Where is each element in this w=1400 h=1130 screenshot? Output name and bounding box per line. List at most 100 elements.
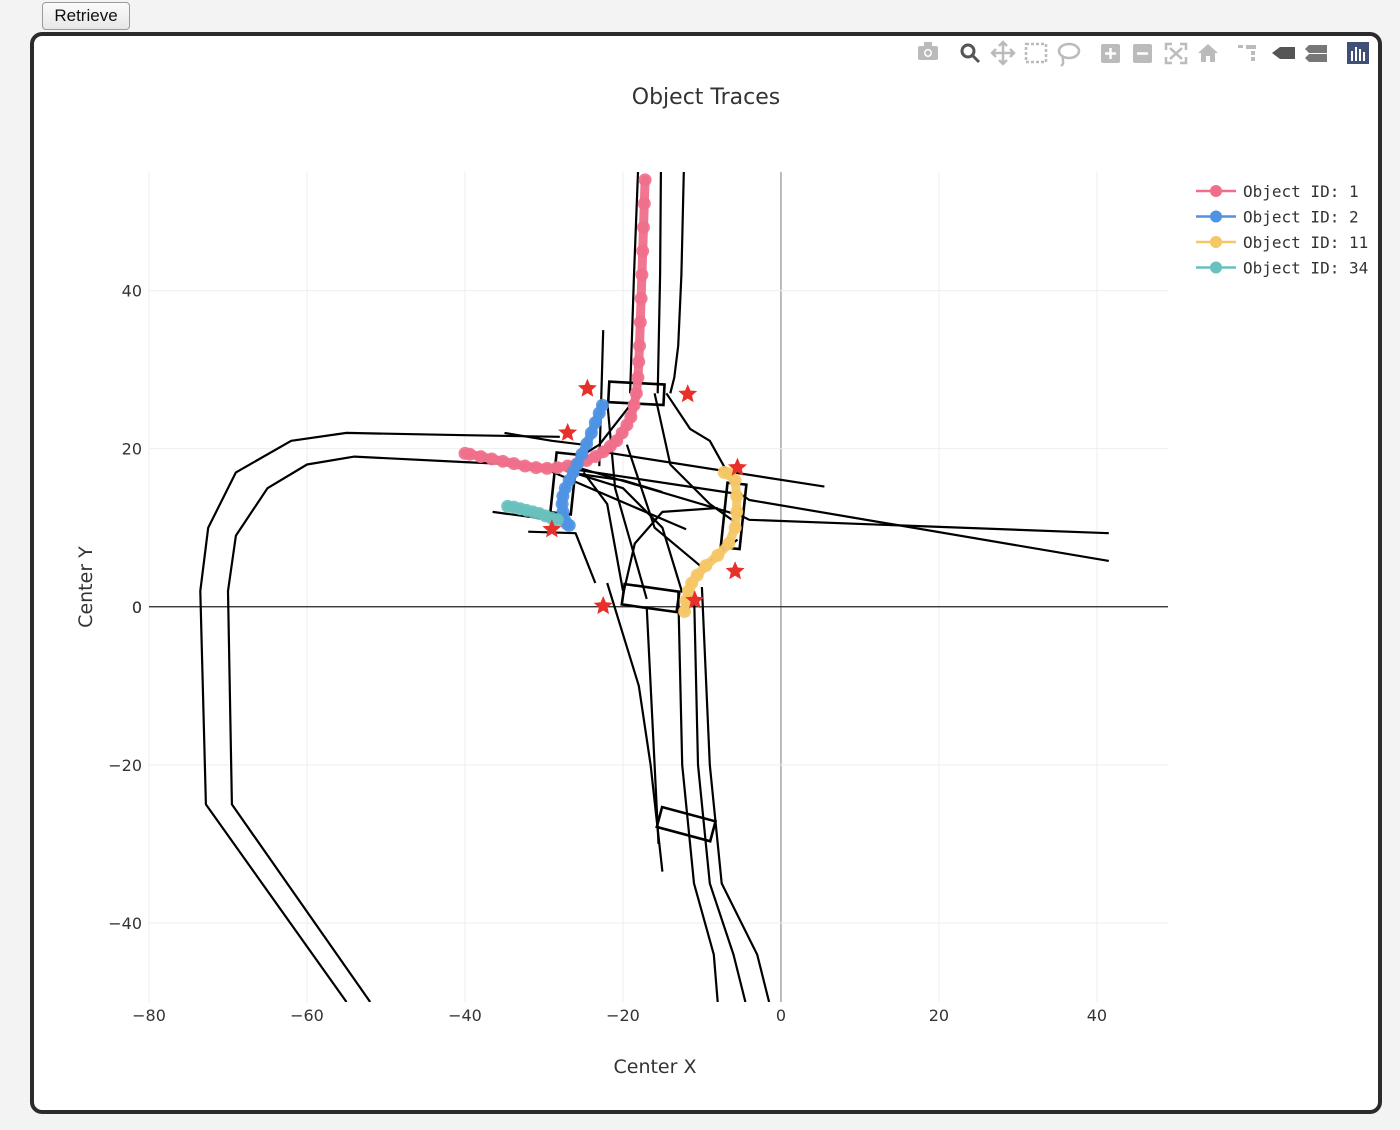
modebar <box>918 40 1369 67</box>
trace-point[interactable] <box>678 605 692 619</box>
legend-item[interactable]: Object ID: 1 <box>1196 182 1359 201</box>
trace-point[interactable] <box>580 437 594 451</box>
legend-label: Object ID: 2 <box>1243 208 1359 227</box>
trace-point[interactable] <box>627 398 641 412</box>
star-marker[interactable] <box>542 519 562 538</box>
star-marker[interactable] <box>678 384 698 403</box>
trace-point[interactable] <box>629 386 643 400</box>
trace-point[interactable] <box>636 220 650 234</box>
legend-swatch-marker <box>1210 185 1222 197</box>
map-lane-line <box>665 392 731 477</box>
map-lane-line <box>629 172 640 394</box>
trace-point[interactable] <box>730 505 744 519</box>
plotly-logo-icon[interactable] <box>1347 42 1369 64</box>
legend-label: Object ID: 1 <box>1243 182 1359 201</box>
trace-point[interactable] <box>474 450 488 464</box>
trace-point[interactable] <box>562 518 576 532</box>
trace-point[interactable] <box>637 197 651 211</box>
spike-lines-icon[interactable] <box>1238 45 1256 61</box>
trace-point[interactable] <box>728 521 742 535</box>
hover-compare-icon[interactable] <box>1305 45 1327 62</box>
map-lane-line <box>700 586 771 1002</box>
x-tick-label: 40 <box>1087 1006 1107 1025</box>
map-lane-line <box>621 506 718 596</box>
chart-title: Object Traces <box>632 85 780 110</box>
legend-swatch-marker <box>1210 236 1222 248</box>
reset-axes-icon[interactable] <box>1198 44 1218 62</box>
legend-label: Object ID: 34 <box>1243 259 1368 278</box>
lasso-select-icon[interactable] <box>1057 42 1081 67</box>
map-lane-line <box>528 530 597 584</box>
trace-point[interactable] <box>485 452 499 466</box>
map-crosswalk-box <box>655 805 718 843</box>
trace-point[interactable] <box>722 537 736 551</box>
legend-label: Object ID: 11 <box>1243 233 1368 252</box>
map-lane-line <box>606 582 664 872</box>
trace-line <box>460 175 650 473</box>
trace-point[interactable] <box>635 268 649 282</box>
map-lane-line <box>607 451 825 488</box>
legend-swatch-marker <box>1210 261 1222 274</box>
map-lane-line <box>504 431 584 446</box>
trace-point[interactable] <box>540 461 554 475</box>
trace-point[interactable] <box>529 461 543 475</box>
zoom-icon[interactable] <box>960 43 981 64</box>
trace-point[interactable] <box>550 461 564 475</box>
trace-point[interactable] <box>633 339 647 353</box>
y-tick-label: 40 <box>122 282 142 301</box>
trace-point[interactable] <box>728 473 742 487</box>
camera-icon[interactable] <box>918 42 938 60</box>
plot-container: Object Traces −80 −60 −40 −20 0 20 40 −40 −20 0 20… <box>30 32 1382 1114</box>
hover-closest-icon[interactable] <box>1272 47 1295 59</box>
trace-point[interactable] <box>458 446 472 460</box>
trace-point[interactable] <box>588 416 602 430</box>
retrieve-button[interactable]: Retrieve <box>42 2 130 30</box>
trace-point[interactable] <box>633 315 647 329</box>
star-marker[interactable] <box>728 457 747 476</box>
legend-item[interactable]: Object ID: 34 <box>1196 259 1368 278</box>
trace-point[interactable] <box>575 447 589 461</box>
star-marker-layer <box>542 378 747 615</box>
grid-layer <box>148 172 1168 1002</box>
star-marker[interactable] <box>685 590 705 609</box>
trace-point[interactable] <box>730 489 744 503</box>
star-marker[interactable] <box>593 596 613 615</box>
x-tick-label: −60 <box>290 1006 324 1025</box>
trace-point[interactable] <box>636 244 650 258</box>
trace-point[interactable] <box>631 371 645 385</box>
zoom-in-icon[interactable] <box>1101 44 1120 63</box>
x-axis-title: Center X <box>613 1056 696 1078</box>
map-lane-line <box>226 396 638 1002</box>
trace-point[interactable] <box>711 548 725 562</box>
trace-point[interactable] <box>518 459 532 473</box>
map-lane-line <box>567 463 1109 535</box>
star-marker[interactable] <box>558 422 578 441</box>
map-lane-line <box>669 172 685 394</box>
legend-item[interactable]: Object ID: 2 <box>1196 208 1359 227</box>
map-crosswalk-box <box>620 582 681 614</box>
y-tick-label: 0 <box>132 598 142 617</box>
trace-object-4[interactable] <box>501 499 564 527</box>
x-tick-label: 20 <box>929 1006 949 1025</box>
pan-icon[interactable] <box>990 40 1016 66</box>
legend-item[interactable]: Object ID: 11 <box>1196 233 1368 252</box>
trace-object-3[interactable] <box>678 465 744 619</box>
trace-point[interactable] <box>632 355 646 369</box>
trace-point[interactable] <box>634 291 648 305</box>
trace-point[interactable] <box>584 426 598 440</box>
trace-layer <box>458 173 744 619</box>
map-lane-line <box>567 471 663 494</box>
plot-area[interactable]: Object Traces −80 −60 −40 −20 0 20 40 −40 −20 0 20… <box>30 32 1382 1114</box>
trace-point[interactable] <box>507 457 521 471</box>
trace-point[interactable] <box>496 454 510 468</box>
star-marker[interactable] <box>577 378 597 397</box>
trace-point[interactable] <box>638 173 652 187</box>
autoscale-icon[interactable] <box>1164 42 1188 65</box>
star-marker[interactable] <box>725 561 745 580</box>
trace-point[interactable] <box>550 513 564 527</box>
zoom-out-icon[interactable] <box>1133 44 1152 63</box>
map-lane-line <box>677 590 719 1002</box>
trace-point[interactable] <box>699 559 713 573</box>
box-select-icon[interactable] <box>1024 42 1048 64</box>
x-tick-label: 0 <box>776 1006 786 1025</box>
